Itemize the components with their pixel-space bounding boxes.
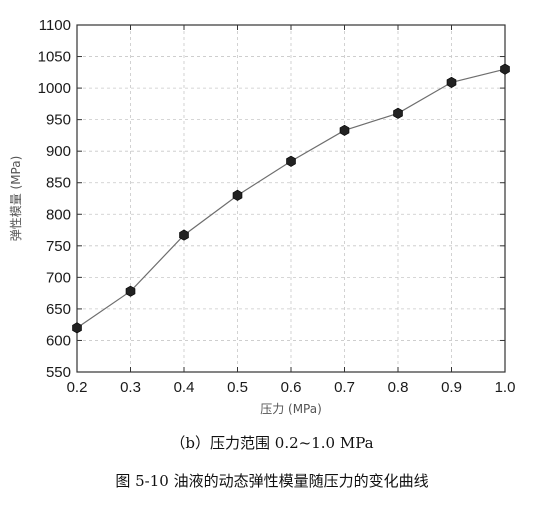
data-point (446, 76, 457, 88)
x-tick-label: 0.3 (120, 379, 141, 396)
x-tick-label: 0.4 (174, 379, 195, 396)
x-tick-label: 0.2 (67, 379, 88, 396)
x-tick-label: 0.6 (281, 379, 302, 396)
x-tick-label: 0.9 (441, 379, 462, 396)
data-point (393, 107, 403, 119)
y-tick-label: 650 (46, 301, 71, 318)
y-tick-label: 1100 (39, 17, 71, 34)
data-point (286, 155, 296, 167)
subfigure-caption: （b）压力范围 0.2~1.0 MPa (170, 434, 374, 452)
x-axis-title: 压力 (MPa) (260, 402, 322, 416)
data-point (179, 229, 189, 241)
y-tick-label: 600 (46, 332, 71, 349)
series (72, 63, 510, 334)
y-tick-label: 1050 (38, 49, 71, 66)
y-tick-label: 550 (46, 364, 71, 381)
data-point (72, 322, 82, 334)
x-tick-label: 0.5 (227, 379, 248, 396)
y-tick-label: 1000 (38, 80, 71, 97)
y-tick-label: 700 (46, 269, 71, 286)
data-point (500, 63, 510, 75)
axis-ticks: 0.2 0.3 0.4 0.5 0.6 0.7 0.8 0.9 1.0 550 600 650 700 7… (38, 17, 516, 396)
x-tick-label: 1.0 (495, 379, 516, 396)
y-tick-label: 800 (46, 206, 71, 223)
y-tick-label: 950 (46, 112, 71, 129)
data-point (232, 189, 243, 201)
grid (77, 25, 505, 372)
y-tick-label: 900 (46, 143, 71, 160)
y-axis-title: 弹性模量 (MPa) (9, 156, 23, 242)
y-tick-label: 850 (46, 175, 71, 192)
chart: 0.2 0.3 0.4 0.5 0.6 0.7 0.8 0.9 1.0 550 600 650 700 7… (9, 17, 516, 416)
x-tick-label: 0.8 (388, 379, 409, 396)
data-point (125, 285, 136, 297)
y-tick-label: 750 (46, 238, 71, 255)
data-point (339, 124, 350, 136)
figure-caption: 图 5-10 油液的动态弹性模量随压力的变化曲线 (115, 472, 429, 490)
x-tick-label: 0.7 (334, 379, 355, 396)
